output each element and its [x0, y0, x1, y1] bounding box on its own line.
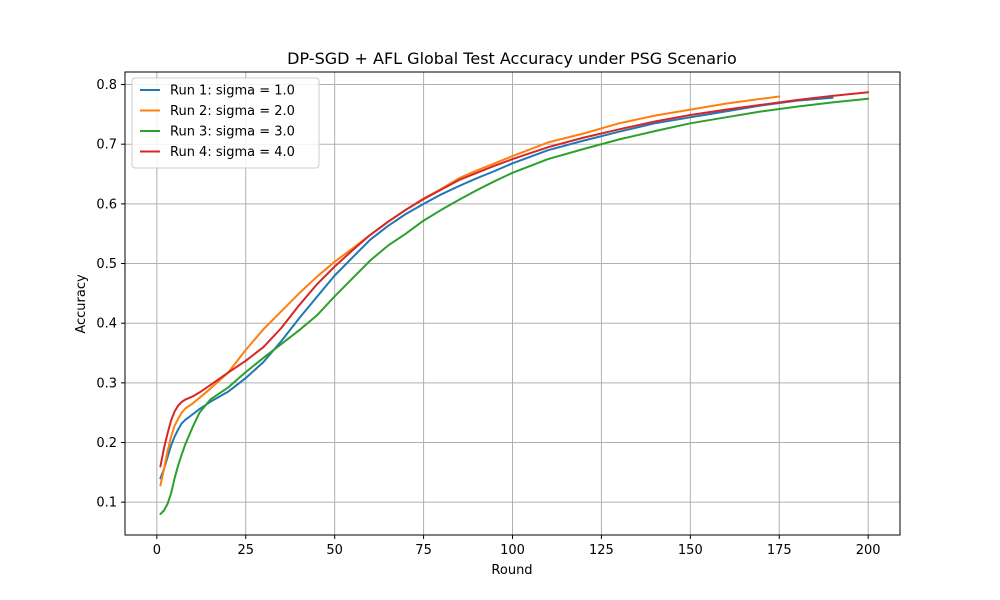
series-group: [159, 91, 870, 516]
series-line-run-2: [159, 95, 781, 487]
y-tick-label: 0.3: [96, 376, 117, 391]
series-line-run-4: [159, 91, 870, 468]
y-axis: 0.1 0.2 0.3 0.4 0.5 0.6 0.7 0.8: [96, 78, 125, 511]
y-axis-title: Accuracy: [74, 274, 89, 334]
x-axis: 0 25 50 75 100 125 150 175 200: [153, 535, 881, 558]
chart-title: DP-SGD + AFL Global Test Accuracy under …: [287, 49, 737, 68]
series-line-run-3: [159, 97, 870, 516]
legend: Run 1: sigma = 1.0 Run 2: sigma = 2.0 Run …: [131, 77, 320, 169]
x-tick-label: 0: [153, 543, 161, 558]
x-tick-label: 125: [589, 543, 614, 558]
series-line-run-1: [159, 96, 834, 480]
y-tick-label: 0.1: [96, 496, 117, 511]
y-tick-label: 0.6: [96, 197, 117, 212]
legend-entry-label: Run 4: sigma = 4.0: [170, 145, 295, 160]
x-tick-label: 100: [500, 543, 525, 558]
grid: [125, 72, 900, 535]
x-axis-title: Round: [491, 563, 532, 578]
legend-box: [131, 77, 320, 169]
legend-entry-label: Run 3: sigma = 3.0: [170, 125, 295, 140]
x-tick-label: 75: [415, 543, 432, 558]
x-tick-label: 50: [326, 543, 343, 558]
y-tick-label: 0.7: [96, 138, 117, 153]
x-tick-label: 200: [856, 543, 881, 558]
legend-entry-label: Run 1: sigma = 1.0: [170, 84, 295, 99]
legend-entry-label: Run 2: sigma = 2.0: [170, 104, 295, 119]
x-tick-label: 175: [767, 543, 792, 558]
x-tick-label: 25: [237, 543, 254, 558]
y-tick-label: 0.8: [96, 78, 117, 93]
y-tick-label: 0.4: [96, 317, 117, 332]
y-tick-label: 0.5: [96, 257, 117, 272]
y-tick-label: 0.2: [96, 436, 117, 451]
x-tick-label: 150: [678, 543, 703, 558]
